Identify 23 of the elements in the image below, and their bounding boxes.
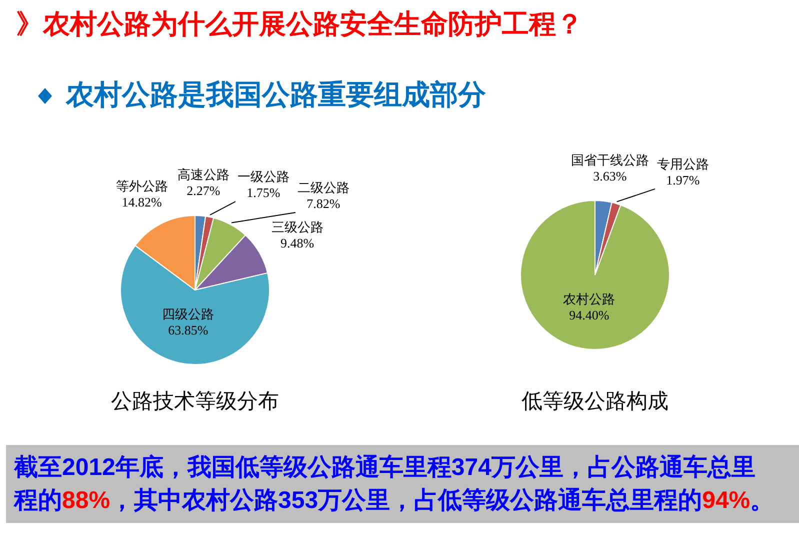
- text: 》农村公路为什么开展公路安全生命防护工程？: [16, 8, 583, 41]
- data-label: 7.82%: [306, 196, 340, 211]
- data-label: 1.75%: [246, 184, 280, 200]
- slice-label: 专用公路: [656, 156, 709, 172]
- slice-label: 二级公路: [297, 180, 350, 195]
- data-label: 3.63%: [593, 168, 627, 184]
- data-label: 14.82%: [122, 194, 162, 210]
- slice-label: 国省干线公路: [570, 152, 649, 168]
- slice-label: 农村公路: [563, 291, 616, 306]
- data-label: 94.40%: [569, 307, 610, 322]
- slice-label: 高速公路: [177, 167, 230, 182]
- text: 截至2012年底，我国低等级公路通车里程374万公里，占公路通车总里程的88%，其中农村公路353万公里，占低等级公路通车总里程的94%。: [14, 454, 774, 514]
- data-label: 9.48%: [280, 236, 314, 251]
- text: 低等级公路构成: [520, 389, 670, 415]
- slice-label: 一级公路: [237, 168, 290, 184]
- slice-label: 等外公路: [116, 178, 168, 194]
- text: 公路技术等级分布: [110, 389, 280, 415]
- text: 农村公路是我国公路重要组成部分: [66, 78, 486, 112]
- data-label: 63.85%: [168, 322, 208, 338]
- slice-label: 三级公路: [271, 220, 324, 235]
- data-label: 1.97%: [666, 172, 700, 188]
- data-label: 2.27%: [186, 183, 220, 198]
- slice-label: 四级公路: [162, 306, 214, 322]
